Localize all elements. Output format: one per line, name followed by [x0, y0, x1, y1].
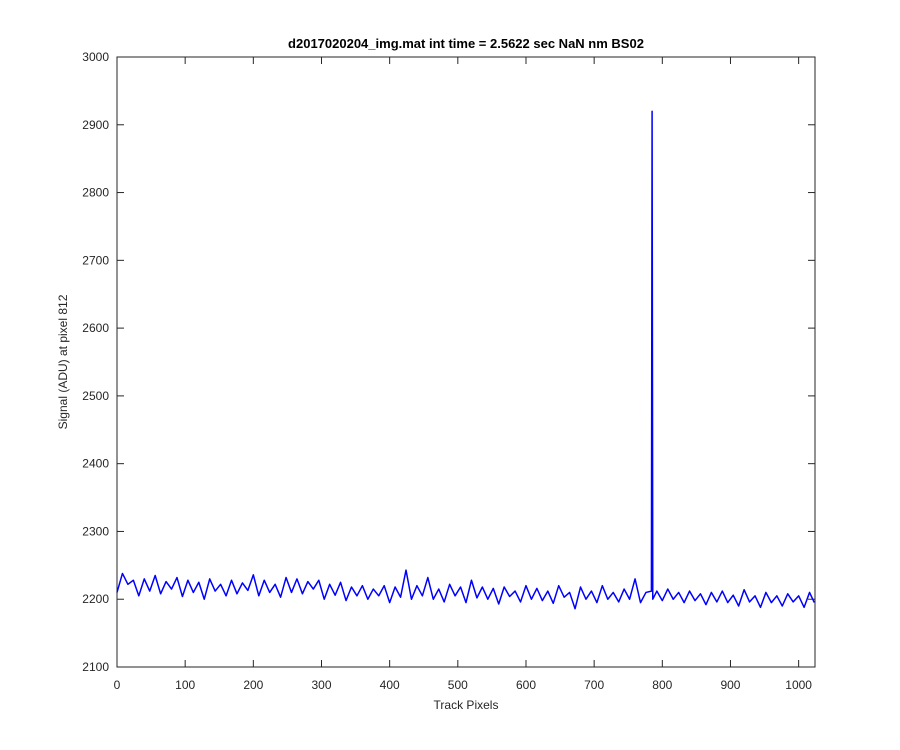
y-tick-label: 2700	[82, 253, 109, 267]
x-tick-label: 500	[448, 678, 468, 692]
x-axis-label: Track Pixels	[434, 698, 499, 712]
y-tick-label: 2400	[82, 457, 109, 471]
data-line	[116, 110, 815, 610]
x-tick-label: 1000	[785, 678, 812, 692]
y-tick-label: 2800	[82, 186, 109, 200]
x-tick-label: 300	[311, 678, 331, 692]
y-tick-label: 2200	[82, 592, 109, 606]
y-tick-label: 3000	[82, 50, 109, 64]
x-tick-label: 800	[652, 678, 672, 692]
plot-area	[116, 56, 816, 668]
x-tick-label: 900	[720, 678, 740, 692]
x-tick-label: 700	[584, 678, 604, 692]
y-tick-label: 2900	[82, 118, 109, 132]
y-tick-label: 2600	[82, 321, 109, 335]
y-tick-label: 2500	[82, 389, 109, 403]
x-tick-label: 0	[114, 678, 121, 692]
x-tick-label: 200	[243, 678, 263, 692]
y-axis-label: Signal (ADU) at pixel 812	[56, 294, 70, 429]
y-tick-label: 2100	[82, 660, 109, 674]
x-tick-label: 100	[175, 678, 195, 692]
y-tick-label: 2300	[82, 524, 109, 538]
chart-title: d2017020204_img.mat int time = 2.5622 se…	[288, 36, 644, 51]
x-tick-label: 400	[380, 678, 400, 692]
x-tick-label: 600	[516, 678, 536, 692]
